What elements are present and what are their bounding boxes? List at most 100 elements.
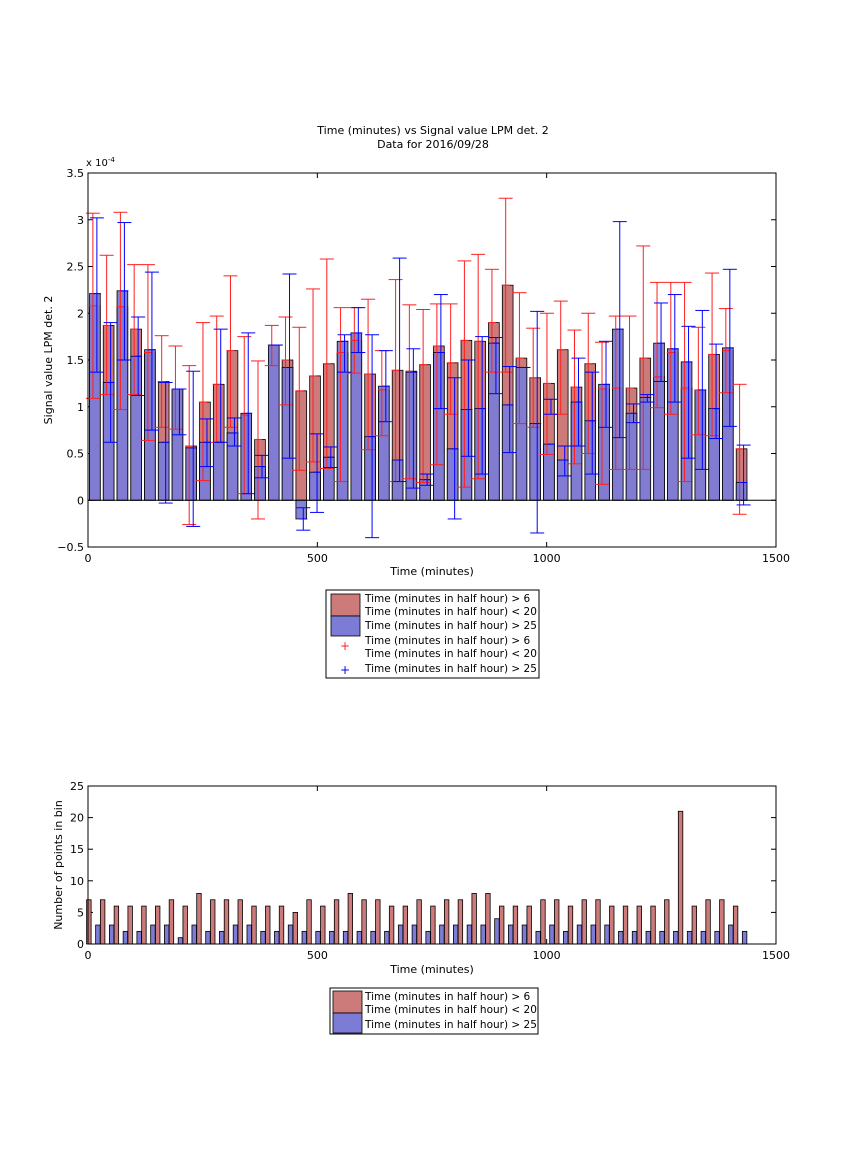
legend2-swatch-red [332, 990, 363, 1014]
plot1-bar-blue [474, 408, 486, 501]
plot1-y-tick-label: 0 [77, 494, 84, 507]
plot2-x-tick-label: 1000 [533, 949, 561, 962]
plot2-bar-red [732, 905, 739, 945]
plot1-bar-blue [171, 388, 184, 501]
plot2-bar-blue [95, 924, 101, 945]
plot2-bar-blue [466, 924, 473, 945]
plot2-bar-red [554, 899, 560, 945]
plot2-bar-red [168, 899, 175, 945]
signal-chart: Time (minutes) vs Signal value LPM det. … [42, 124, 790, 679]
plot2-bar-blue [301, 930, 307, 945]
plot2-bar-blue [645, 930, 651, 945]
plot1-bar-blue [199, 441, 211, 501]
plot1-bar-blue [529, 423, 541, 501]
plot2-bar-red [361, 899, 367, 945]
plot2-y-tick-label: 0 [77, 938, 84, 951]
plot2-bar-blue [494, 918, 500, 945]
plot2-bar-red [485, 893, 491, 945]
x-axis-label: Time (minutes) [389, 565, 474, 578]
plot1-bar-blue [89, 293, 101, 501]
plot2-bar-red [306, 899, 312, 945]
plot1-bar-blue [680, 361, 693, 501]
x-axis-label-2: Time (minutes) [389, 963, 474, 976]
plot2-y-tick-label: 5 [77, 906, 84, 919]
plot1-bar-blue [102, 382, 115, 501]
plot2-bar-red [677, 810, 684, 945]
legend-red-label-line2: Time (minutes in half hour) < 20 [364, 606, 537, 618]
plot2-bar-red [182, 905, 188, 945]
plot1-bar-blue [391, 459, 404, 501]
plot1-bar-blue [598, 383, 610, 501]
plot2-bar-blue [659, 930, 665, 945]
plot2-bar-blue [205, 930, 211, 945]
plot2-bar-red [705, 899, 711, 945]
y-axis-label-2: Number of points in bin [52, 800, 65, 930]
plot2-bar-red [223, 899, 230, 945]
plot1-axes-box [87, 172, 777, 548]
plot2-bar-red [375, 899, 381, 945]
plot1-bar-blue [708, 408, 720, 501]
plot2-bar-blue [439, 924, 445, 945]
plot2-bar-blue [673, 930, 679, 945]
plot2-bar-blue [287, 924, 294, 945]
plot2-bar-blue [356, 930, 362, 945]
plot2-bar-blue [246, 924, 252, 945]
plot1-bar-blue [336, 340, 349, 501]
plot1-axes [87, 172, 777, 548]
plot2-bar-blue [618, 930, 624, 945]
plot2-bar-blue [191, 924, 197, 945]
plot2-bar-blue [370, 930, 376, 945]
legend-red-err-label-line2: Time (minutes in half hour) < 20 [364, 648, 537, 660]
plot2-bar-blue [700, 930, 706, 945]
plot1-bar-blue [488, 342, 500, 501]
plot1-bar-blue [267, 344, 280, 501]
plot2-bar-blue [397, 924, 404, 945]
plot1-bar-blue [295, 499, 308, 520]
plot2-bar-red [127, 905, 133, 945]
plot2-y-tick-label: 25 [70, 780, 84, 793]
plot2-bar-red [86, 899, 92, 945]
legend-red-label-line1: Time (minutes in half hour) > 6 [364, 593, 531, 605]
plot1-bar-blue [570, 401, 583, 501]
plot1-bar-blue [405, 371, 418, 501]
plot2-bar-blue [177, 937, 184, 945]
plot1-bar-blue [584, 420, 597, 501]
plot2-bar-blue [411, 924, 418, 945]
plot2-bar-red [457, 899, 464, 945]
plot1-y-tick-label: −0.5 [57, 541, 84, 554]
exponent-label: x 10-4 [86, 156, 115, 169]
plot2-bar-blue [480, 924, 486, 945]
plot2-y-tick-label: 10 [70, 875, 84, 888]
plot2-bar-red [347, 893, 353, 945]
plot2-bar-blue [549, 924, 555, 945]
plot2-x-tick-label: 0 [85, 949, 92, 962]
plot2-bar-blue [315, 930, 321, 945]
plot1-bar-blue [625, 412, 638, 501]
plot2-bar-red [512, 905, 519, 945]
legend2-red-label-line2: Time (minutes in half hour) < 20 [364, 1004, 537, 1016]
plot2-bar-blue [508, 924, 514, 945]
plot1-bar-blue [460, 409, 473, 501]
plot1-bar-blue [226, 432, 239, 501]
plot2-bar-red [265, 905, 271, 945]
plot1-error-bars [85, 197, 751, 539]
chart-title: Time (minutes) vs Signal value LPM det. … [316, 124, 548, 137]
plot1-bar-blue [694, 389, 707, 501]
plot2-bar-red [691, 905, 697, 945]
plot2-bar-red [430, 905, 436, 945]
plot2-bar-red [636, 905, 642, 945]
plot1-bar-blue [378, 385, 390, 501]
plot2-bar-blue [604, 924, 610, 945]
plot2-bar-red [278, 905, 285, 945]
plot2-bar-blue [274, 930, 280, 945]
y-axis-label: Signal value LPM det. 2 [42, 296, 55, 425]
plot2-bar-red [622, 905, 629, 945]
plot1-bar-blue [735, 482, 748, 501]
plot1-bar-blue [556, 459, 569, 501]
legend-box [325, 589, 540, 679]
plot2-bar-blue [576, 924, 583, 945]
plot1-y-tick-label: 1 [77, 401, 84, 414]
plot2-bar-red [526, 905, 532, 945]
plot2-bar-red [141, 905, 147, 945]
